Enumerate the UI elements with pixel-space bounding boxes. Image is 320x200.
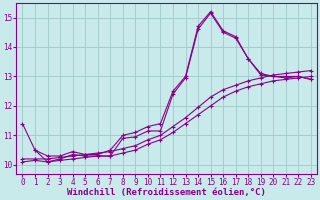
X-axis label: Windchill (Refroidissement éolien,°C): Windchill (Refroidissement éolien,°C): [67, 188, 266, 197]
